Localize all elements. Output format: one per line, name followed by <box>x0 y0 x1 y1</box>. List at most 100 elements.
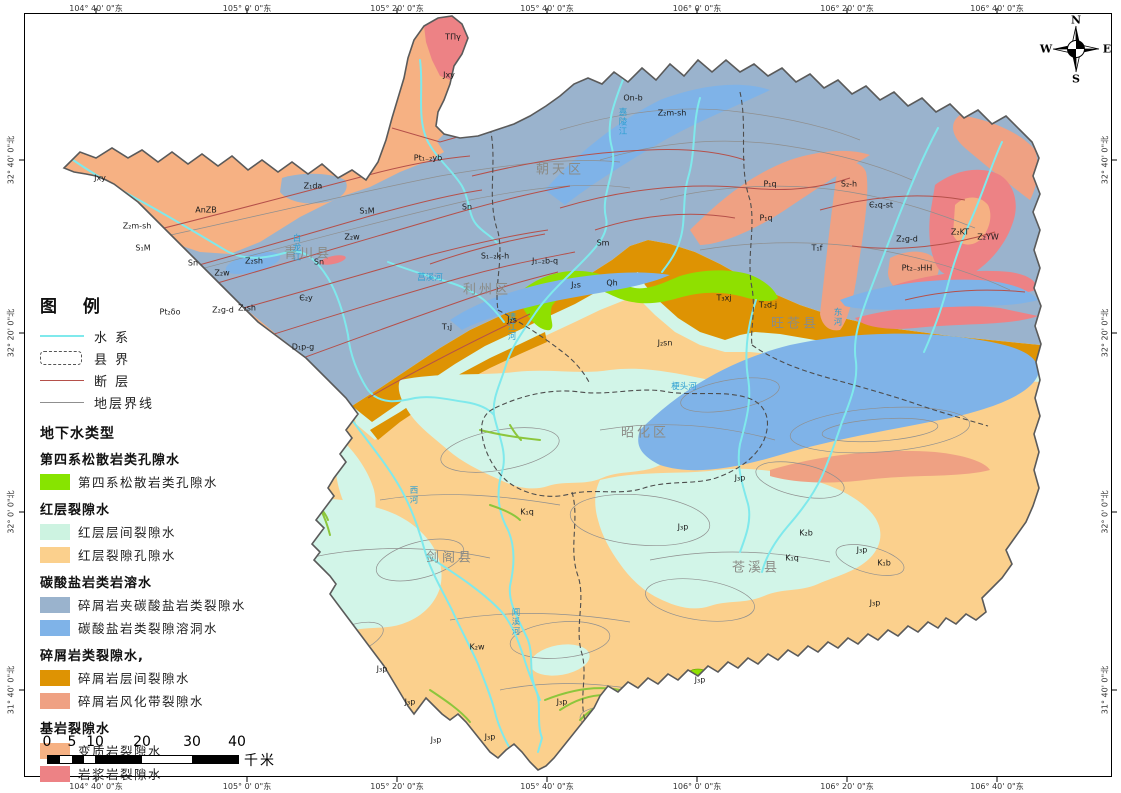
county-boundary-symbol <box>40 351 84 365</box>
geo-unit-label-53: J₃p <box>694 675 706 685</box>
legend-swatch-item: 碎屑岩夹碳酸盐岩类裂隙水 <box>40 593 290 616</box>
axis-label-top-4: 106° 0' 0"东 <box>672 4 722 13</box>
geo-unit-label-29: Z₂KT <box>950 227 970 237</box>
swatch-label: 碳酸盐岩类裂隙溶洞水 <box>78 621 219 636</box>
legend-item-county: 县 界 <box>40 347 290 369</box>
scale-tick-10: 10 <box>86 734 104 750</box>
zone-redbed-interlayer-band <box>352 240 1040 440</box>
geo-unit-label-23: Z₂m-sh <box>657 108 687 118</box>
axis-label-left-1: 32° 20' 0"北 <box>6 308 16 358</box>
geo-unit-label-8: Pt₁₋₂yb <box>413 153 443 163</box>
geo-unit-label-28: Z₂g-d <box>896 234 918 244</box>
geo-unit-label-40: J₂sn <box>657 338 673 348</box>
axis-label-bottom-6: 106° 40' 0"东 <box>970 782 1024 791</box>
legend-title: 图 例 <box>40 297 110 317</box>
color-swatch <box>40 619 70 636</box>
legend-item-stratum: 地层界线 <box>40 391 290 413</box>
county-label-4: 昭化区 <box>620 425 670 441</box>
geo-unit-label-55: J₃p <box>484 732 496 742</box>
scale-bar-unit: 千米 <box>244 753 276 769</box>
region-outline <box>62 15 1042 771</box>
geo-unit-label-50: J₃p <box>376 664 388 674</box>
legend-group-heading-1: 红层裂隙水 <box>40 503 111 518</box>
county-label-5: 剑阁县 <box>425 550 475 566</box>
scale-tick-20: 20 <box>133 734 151 750</box>
scale-tick-30: 30 <box>183 734 201 750</box>
axis-label-top-5: 106° 20' 0"东 <box>820 4 874 13</box>
geo-unit-label-24: P₁q <box>763 179 777 189</box>
geo-unit-label-11: Z₂sh <box>245 256 263 266</box>
geo-unit-label-37: J₂s <box>571 280 581 290</box>
geo-unit-label-22: On-b <box>623 93 643 103</box>
geo-unit-label-41: K₁q <box>520 507 534 517</box>
legend-swatch-item: 红层层间裂隙水 <box>40 520 290 543</box>
geo-unit-label-49: J₃p <box>869 598 881 608</box>
axis-label-top-0: 104° 40' 0"东 <box>69 4 123 13</box>
geo-unit-label-7: S₁M <box>359 206 375 216</box>
swatch-label: 碎屑岩层间裂隙水 <box>78 671 191 686</box>
geo-unit-label-45: K₂w <box>469 642 485 652</box>
geo-unit-label-21: D₁p-g <box>291 342 315 352</box>
geo-unit-label-48: J₃p <box>856 545 868 555</box>
geo-unit-label-19: Pt₂δo <box>159 307 181 317</box>
geo-unit-label-0: TΠγ <box>445 32 461 42</box>
geo-unit-label-43: K₂b <box>799 528 813 538</box>
legend-swatch-item: 碎屑岩层间裂隙水 <box>40 666 290 689</box>
river-label-1: 嘉陵江 <box>617 107 627 137</box>
river-line-symbol <box>40 335 84 337</box>
map-frame <box>24 13 1112 777</box>
geo-unit-label-25: P₁q <box>759 213 773 223</box>
geo-unit-label-6: S₁M <box>135 243 151 253</box>
rivers <box>69 59 1003 753</box>
compass-north-label: N <box>1070 13 1082 27</box>
swatch-label: 岩浆岩裂隙水 <box>78 767 163 782</box>
scale-bar-graphic <box>47 755 239 764</box>
geo-unit-label-51: J₃p <box>404 697 416 707</box>
axis-label-bottom-1: 105° 0' 0"东 <box>222 782 272 791</box>
groundwater-types-title: 地下水类型 <box>40 426 115 442</box>
color-swatch <box>40 473 70 490</box>
swatch-label: 碎屑岩夹碳酸盐岩类裂隙水 <box>78 598 247 613</box>
scale-tick-5: 5 <box>67 734 77 750</box>
scale-tick-40: 40 <box>228 734 246 750</box>
geo-unit-label-44: K₁b <box>877 558 891 568</box>
axis-label-top-1: 105° 0' 0"东 <box>222 4 272 13</box>
compass-west-label: W <box>1039 42 1053 56</box>
axis-label-left-0: 32° 40' 0"北 <box>6 135 16 185</box>
legend-swatch-item: 岩浆岩裂隙水 <box>40 762 290 785</box>
zone-carbonate-blue <box>225 84 1039 471</box>
geo-unit-label-27: Є₂q-st <box>868 200 894 210</box>
river-label-5: 西河 <box>408 485 418 505</box>
compass-rose <box>1052 25 1100 73</box>
river-label-7: 梗头河 <box>671 382 697 392</box>
geo-unit-label-35: T₁j <box>441 322 453 332</box>
swatch-label: 碎屑岩风化带裂隙水 <box>78 694 205 709</box>
swatch-label: 第四系松散岩类孔隙水 <box>78 475 219 490</box>
legend-swatch-item: 第四系松散岩类孔隙水 <box>40 470 290 493</box>
geo-unit-label-47: J₃p <box>677 522 689 532</box>
geo-unit-label-32: T₁f <box>811 243 823 253</box>
county-label-1: 朝天区 <box>535 162 585 178</box>
legend-item-river: 水 系 <box>40 325 290 347</box>
scale-tick-0: 0 <box>42 734 52 750</box>
geo-unit-label-2: Jxy <box>94 173 106 183</box>
stratum-line-symbol <box>40 401 84 403</box>
axis-label-right-3: 31° 40' 0"北 <box>1100 665 1110 715</box>
compass-south-label: S <box>1072 72 1080 86</box>
axis-label-left-3: 31° 40' 0"北 <box>6 665 16 715</box>
axis-label-bottom-4: 106° 0' 0"东 <box>672 782 722 791</box>
axis-ticks <box>19 8 1117 782</box>
geo-unit-label-52: J₃p <box>556 697 568 707</box>
color-swatch <box>40 669 70 686</box>
axis-label-top-3: 105° 40' 0"东 <box>520 4 574 13</box>
color-swatch <box>40 765 70 782</box>
geo-unit-label-3: Z₁da <box>303 181 323 191</box>
color-swatch <box>40 692 70 709</box>
axis-label-right-1: 32° 20' 0"北 <box>1100 308 1110 358</box>
legend-group-heading-4: 基岩裂隙水 <box>40 722 111 737</box>
county-label-6: 苍溪县 <box>731 560 781 576</box>
axis-label-right-0: 32° 40' 0"北 <box>1100 135 1110 185</box>
geo-unit-label-31: Pt₂₋₃HH <box>901 263 933 273</box>
axis-label-bottom-0: 104° 40' 0"东 <box>69 782 123 791</box>
geo-unit-label-18: Є₂y <box>299 293 313 303</box>
